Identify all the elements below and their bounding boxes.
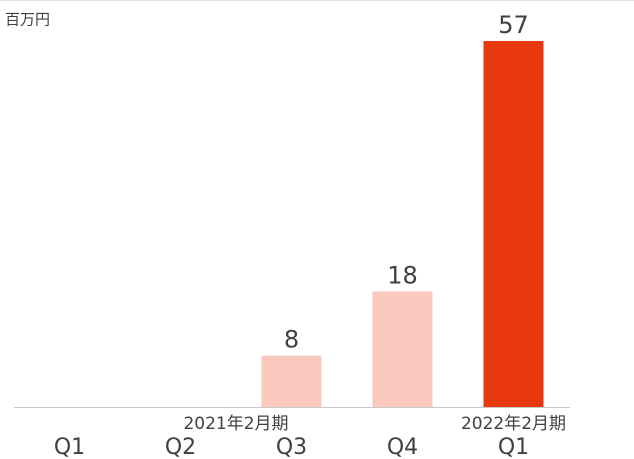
- value-label: 8: [284, 326, 299, 354]
- bar: [483, 41, 544, 407]
- x-tick-label: Q1: [54, 435, 85, 459]
- group-label: 2021年2月期: [183, 414, 288, 434]
- x-tick-label: Q4: [387, 435, 418, 459]
- group-label: 2022年2月期: [461, 414, 566, 434]
- value-label: 18: [387, 261, 418, 289]
- bar: [261, 355, 322, 407]
- value-label: 57: [498, 11, 529, 39]
- bar: [372, 291, 433, 407]
- x-tick-label: Q3: [276, 435, 307, 459]
- x-tick-label: Q1: [498, 435, 529, 459]
- x-tick-label: Q2: [165, 435, 196, 459]
- unit-label: 百万円: [5, 11, 50, 29]
